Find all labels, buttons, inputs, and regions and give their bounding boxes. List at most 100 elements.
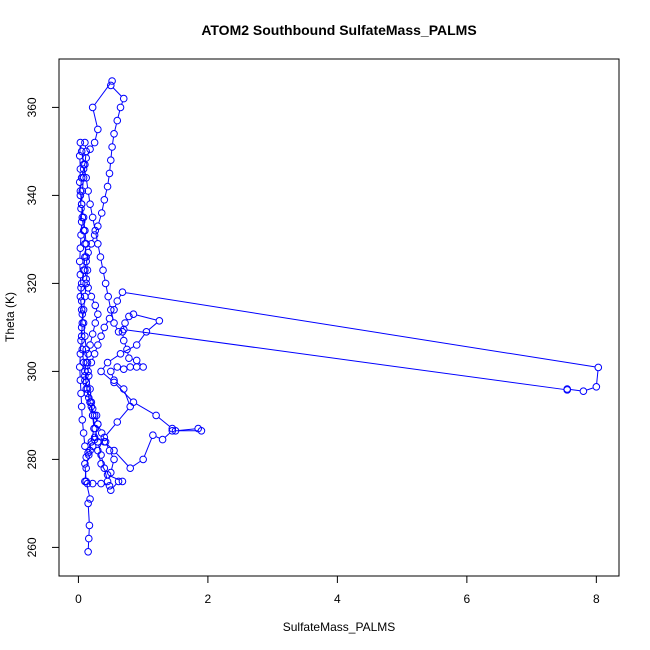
series-0-point-128 bbox=[79, 429, 88, 437]
series-0-segment-42 bbox=[117, 110, 121, 118]
series-0-point-154 bbox=[84, 187, 92, 195]
series-0-segment-191 bbox=[111, 462, 114, 470]
series-0-point-41 bbox=[110, 130, 118, 138]
series-0-point-52 bbox=[79, 165, 88, 173]
series-0-segment-106 bbox=[148, 322, 158, 331]
series-0-segment-59 bbox=[83, 260, 86, 267]
series-0-segment-116 bbox=[178, 428, 195, 431]
series-0-point-218 bbox=[82, 147, 90, 156]
series-0-segment-108 bbox=[123, 346, 135, 353]
series-0-point-127 bbox=[81, 442, 89, 451]
series-0-point-219 bbox=[81, 138, 89, 147]
series-0-segment-121 bbox=[143, 438, 153, 457]
x-tick-label-0: 0 bbox=[75, 592, 82, 606]
series-0-segment-41 bbox=[114, 123, 117, 131]
series-0-point-119 bbox=[168, 427, 177, 435]
series-0-point-1 bbox=[84, 534, 93, 543]
series-0-point-140 bbox=[76, 270, 85, 279]
series-0-point-174 bbox=[110, 306, 118, 314]
series-0-point-61 bbox=[77, 279, 86, 288]
series-0-point-76 bbox=[81, 477, 89, 486]
series-0-segment-200 bbox=[85, 378, 88, 386]
series-0-segment-172 bbox=[118, 294, 122, 299]
series-0-point-99 bbox=[125, 354, 133, 363]
series-0-segment-212 bbox=[82, 220, 84, 228]
series-0-point-50 bbox=[86, 145, 94, 153]
series-0-point-200 bbox=[83, 385, 92, 393]
series-0-segment-198 bbox=[90, 405, 93, 413]
series-0-point-147 bbox=[75, 178, 84, 186]
series-0-segment-164 bbox=[115, 325, 118, 330]
series-0-point-43 bbox=[116, 103, 125, 112]
series-0-point-195 bbox=[97, 451, 105, 459]
series-0-point-118 bbox=[197, 427, 206, 435]
series-0-point-161 bbox=[101, 279, 110, 288]
series-0-point-79 bbox=[97, 479, 105, 488]
series-0-point-28 bbox=[82, 275, 90, 283]
series-0-segment-160 bbox=[103, 273, 106, 281]
y-axis-label: Theta (K) bbox=[3, 292, 17, 342]
series-0-point-65 bbox=[81, 332, 89, 341]
series-0-point-9 bbox=[86, 446, 94, 455]
series-0-point-114 bbox=[152, 411, 160, 420]
series-0-segment-187 bbox=[98, 427, 101, 431]
series-0-point-186 bbox=[90, 411, 99, 420]
series-0-point-110 bbox=[103, 358, 112, 367]
series-0-point-165 bbox=[114, 328, 123, 336]
series-0-segment-83 bbox=[110, 475, 120, 481]
x-tick-label-3: 6 bbox=[464, 592, 471, 606]
series-0-point-215 bbox=[78, 187, 87, 195]
series-0-point-49 bbox=[90, 138, 99, 147]
series-0-point-133 bbox=[75, 363, 84, 371]
series-0-segment-53 bbox=[80, 181, 82, 188]
series-0-point-80 bbox=[105, 482, 114, 490]
series-0-point-205 bbox=[78, 319, 87, 327]
series-0-point-213 bbox=[78, 213, 87, 222]
series-0-point-53 bbox=[77, 174, 86, 182]
series-0-point-137 bbox=[78, 310, 87, 319]
series-0-point-159 bbox=[96, 253, 105, 261]
series-0-point-40 bbox=[108, 143, 116, 151]
series-0-point-74 bbox=[84, 451, 93, 459]
series-0-point-194 bbox=[100, 464, 109, 473]
series-0-point-151 bbox=[77, 147, 86, 156]
series-0-segment-22 bbox=[92, 326, 95, 331]
series-0-point-47 bbox=[88, 103, 97, 112]
series-0-segment-154 bbox=[88, 194, 91, 202]
series-0-point-66 bbox=[82, 345, 90, 354]
series-0-segment-62 bbox=[80, 299, 82, 307]
series-0-point-168 bbox=[563, 385, 572, 393]
series-0-point-131 bbox=[77, 389, 85, 398]
series-0-segment-190 bbox=[110, 453, 113, 457]
series-0-point-25 bbox=[91, 301, 100, 310]
y-tick-label-4: 340 bbox=[25, 185, 39, 205]
series-0-point-10 bbox=[88, 442, 97, 451]
series-0-point-18 bbox=[81, 367, 89, 376]
series-0-point-107 bbox=[142, 328, 151, 336]
series-0-point-143 bbox=[77, 231, 85, 239]
x-tick-label-2: 4 bbox=[334, 592, 341, 606]
series-0-segment-127 bbox=[83, 436, 86, 443]
series-0-point-199 bbox=[86, 398, 94, 407]
series-0-segment-34 bbox=[98, 216, 102, 224]
series-0-point-34 bbox=[94, 222, 102, 230]
series-0-point-108 bbox=[132, 341, 141, 349]
series-0-segment-21 bbox=[90, 337, 93, 342]
series-0-segment-47 bbox=[92, 110, 98, 127]
series-0-point-62 bbox=[76, 292, 85, 301]
series-0-point-209 bbox=[83, 266, 92, 275]
series-0-point-13 bbox=[92, 411, 101, 420]
series-0-point-83 bbox=[118, 477, 127, 486]
series-0-point-211 bbox=[81, 240, 89, 248]
y-tick-label-5: 360 bbox=[25, 97, 39, 117]
series-0-point-172 bbox=[118, 288, 127, 297]
series-0-point-63 bbox=[77, 306, 86, 314]
series-0-segment-189 bbox=[106, 444, 109, 448]
series-0-segment-195 bbox=[98, 444, 101, 452]
series-0-point-44 bbox=[119, 94, 128, 103]
series-0-point-112 bbox=[110, 378, 118, 387]
series-0-segment-107 bbox=[138, 334, 145, 343]
series-0-segment-39 bbox=[110, 150, 113, 157]
